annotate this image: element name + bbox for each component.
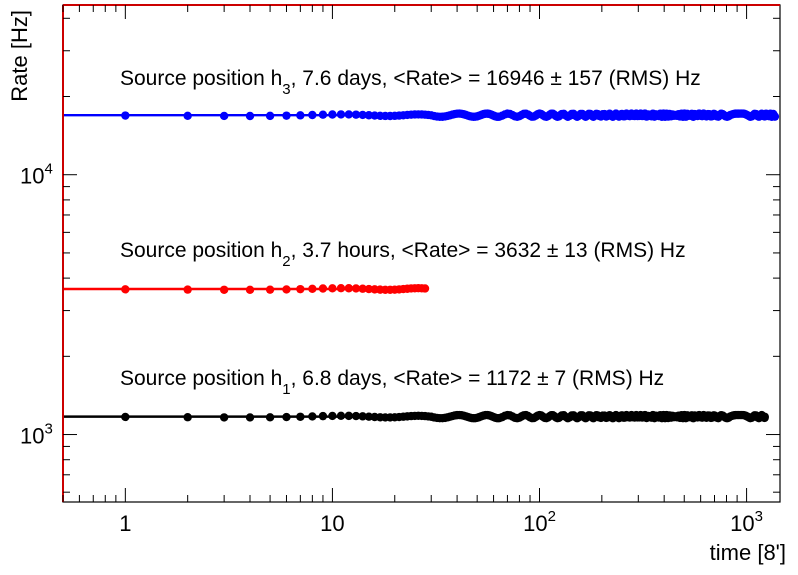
series-label-subscript: 3 bbox=[282, 81, 290, 98]
series-label-text: , 6.8 days, <Rate> = 1172 ± 7 (RMS) Hz bbox=[291, 367, 665, 390]
data-point-h2 bbox=[344, 284, 354, 293]
y-axis-label: Rate [Hz] bbox=[7, 10, 32, 102]
series-h3 bbox=[63, 109, 780, 122]
data-point-h2 bbox=[358, 284, 367, 293]
data-point-h1 bbox=[760, 412, 769, 421]
data-point-h1 bbox=[245, 413, 255, 422]
series-label-text: , 3.7 hours, <Rate> = 3632 ± 13 (RMS) Hz bbox=[291, 239, 686, 262]
data-point-h3 bbox=[296, 111, 305, 120]
data-point-h1 bbox=[219, 413, 229, 422]
data-point-h3 bbox=[282, 111, 291, 120]
series-layer bbox=[63, 109, 780, 423]
x-tick-label-base: 1 bbox=[119, 511, 131, 536]
data-point-h3 bbox=[121, 111, 130, 120]
x-tick-label-exponent: 2 bbox=[548, 508, 556, 525]
data-point-h1 bbox=[328, 411, 337, 421]
data-point-h3 bbox=[183, 111, 192, 121]
data-point-h1 bbox=[121, 412, 130, 422]
data-point-h2 bbox=[245, 285, 255, 294]
x-tick-label-base: 10 bbox=[730, 511, 754, 536]
series-label-subscript: 1 bbox=[282, 381, 290, 398]
data-point-h1 bbox=[336, 411, 346, 421]
data-point-h1 bbox=[296, 412, 305, 421]
data-point-h3 bbox=[219, 111, 229, 121]
data-point-h2 bbox=[183, 285, 192, 294]
data-point-h1 bbox=[308, 412, 317, 421]
data-point-h2 bbox=[121, 285, 130, 294]
series-label-subscript: 2 bbox=[282, 253, 290, 270]
data-point-h2 bbox=[219, 285, 229, 294]
data-point-h2 bbox=[308, 284, 317, 294]
data-point-h2 bbox=[282, 285, 291, 294]
series-h1 bbox=[63, 410, 769, 423]
data-point-h1 bbox=[265, 413, 275, 422]
data-point-h1 bbox=[358, 412, 367, 421]
data-point-h2 bbox=[351, 284, 361, 293]
data-point-h2 bbox=[296, 284, 305, 294]
series-labels: Source position h3, 7.6 days, <Rate> = 1… bbox=[120, 67, 701, 398]
y-tick-label: 103 bbox=[20, 421, 53, 449]
series-label-prefix: Source position h bbox=[120, 67, 282, 90]
series-label-h3: Source position h3, 7.6 days, <Rate> = 1… bbox=[120, 67, 701, 98]
x-tick-label: 102 bbox=[523, 508, 556, 536]
data-point-h3 bbox=[336, 110, 346, 119]
series-label-prefix: Source position h bbox=[120, 367, 282, 390]
series-label-prefix: Source position h bbox=[120, 239, 282, 262]
y-tick-label: 104 bbox=[20, 161, 53, 189]
data-point-h2 bbox=[328, 284, 337, 293]
y-tick-label-base: 10 bbox=[20, 164, 44, 189]
data-point-h2 bbox=[265, 285, 275, 294]
data-point-h3 bbox=[344, 110, 354, 119]
data-point-h1 bbox=[282, 412, 291, 422]
data-point-h1 bbox=[183, 413, 192, 422]
x-tick-label-base: 10 bbox=[320, 511, 344, 536]
data-point-h2 bbox=[336, 284, 346, 293]
x-tick-label: 1 bbox=[119, 511, 131, 536]
data-point-h1 bbox=[344, 411, 354, 421]
y-tick-label-base: 10 bbox=[20, 424, 44, 449]
data-point-h2 bbox=[318, 284, 328, 293]
series-label-h1: Source position h1, 6.8 days, <Rate> = 1… bbox=[120, 367, 664, 398]
data-point-h3 bbox=[245, 111, 255, 121]
y-tick-label-exponent: 3 bbox=[44, 421, 52, 438]
data-point-h3 bbox=[770, 112, 780, 121]
data-point-h3 bbox=[318, 110, 328, 119]
x-tick-label: 10 bbox=[320, 511, 344, 536]
data-point-h3 bbox=[358, 110, 367, 120]
x-tick-label-exponent: 3 bbox=[755, 508, 763, 525]
data-point-h1 bbox=[351, 411, 361, 421]
data-point-h3 bbox=[308, 110, 317, 120]
data-point-h2 bbox=[420, 284, 430, 293]
data-point-h1 bbox=[318, 411, 328, 421]
x-tick-label: 103 bbox=[730, 508, 763, 536]
x-tick-label-base: 10 bbox=[523, 511, 547, 536]
data-point-h3 bbox=[328, 110, 337, 119]
series-label-h2: Source position h2, 3.7 hours, <Rate> = … bbox=[120, 239, 686, 270]
data-point-h3 bbox=[265, 111, 275, 121]
data-point-h3 bbox=[351, 110, 361, 119]
x-axis-label: time [8'] bbox=[710, 540, 786, 565]
y-tick-label-exponent: 4 bbox=[44, 161, 52, 178]
series-h2 bbox=[63, 284, 430, 294]
series-label-text: , 7.6 days, <Rate> = 16946 ± 157 (RMS) H… bbox=[291, 67, 701, 90]
